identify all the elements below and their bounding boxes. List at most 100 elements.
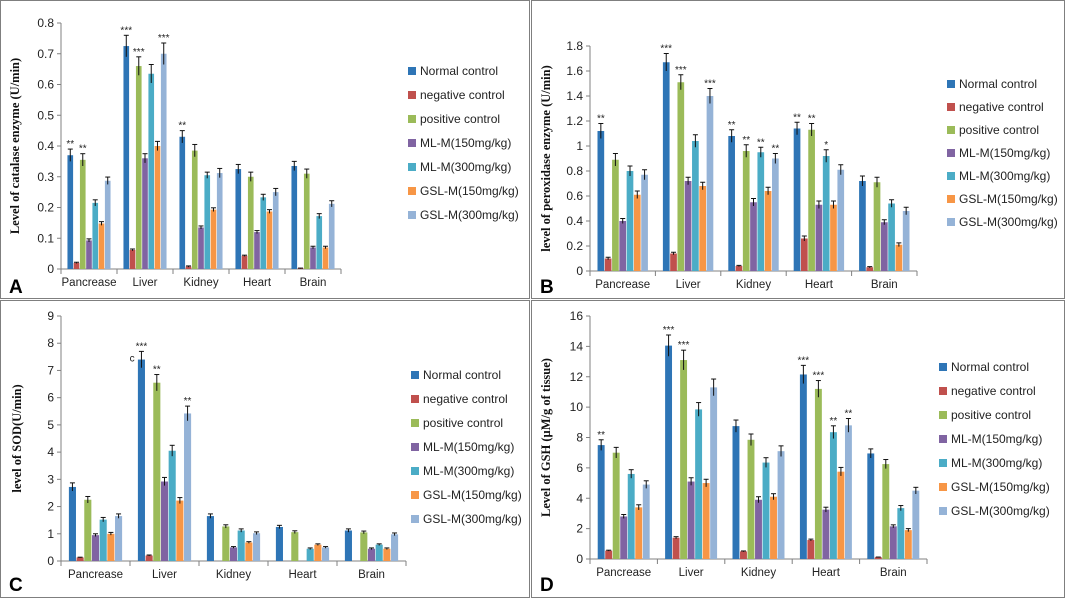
bar-d-2-1 xyxy=(740,551,747,559)
bar-c-4-5 xyxy=(383,548,391,561)
significance-d-1: *** xyxy=(663,325,675,336)
bar-c-3-0 xyxy=(275,526,283,561)
significance-d-5: ** xyxy=(830,416,838,427)
legend-label-b-3: ML-M(150mg/kg) xyxy=(959,146,1050,160)
legend-swatch-c-2 xyxy=(411,419,419,427)
legend-swatch-a-3 xyxy=(408,139,416,147)
bar-c-2-6 xyxy=(253,533,261,561)
y-tick-label-b-0: 0 xyxy=(576,264,583,278)
bar-a-0-3 xyxy=(86,240,92,269)
legend-label-d-5: GSL-M(150mg/kg) xyxy=(951,480,1050,494)
chart-a-svg: 0 0.1 0.2 0.3 0.4 0.5 0.6 0.7 0.8 Level of catala… xyxy=(8,16,519,298)
significance-b-8: ** xyxy=(793,112,801,123)
bar-a-2-4 xyxy=(204,175,211,269)
bar-d-3-0 xyxy=(799,374,807,559)
bar-c-1-3 xyxy=(160,481,169,561)
legend-swatch-b-4 xyxy=(947,172,955,180)
legend-label-a-6: GSL-M(300mg/kg) xyxy=(420,208,519,222)
bar-c-0-5 xyxy=(107,533,115,561)
bar-b-1-5 xyxy=(699,186,707,271)
y-tick-label-b-2: 0.4 xyxy=(566,214,583,228)
y-tick-label-a-6: 0.6 xyxy=(37,78,54,92)
bar-b-0-6 xyxy=(641,174,648,271)
legend-swatch-d-5 xyxy=(939,483,947,491)
legend-label-c-5: GSL-M(150mg/kg) xyxy=(423,488,522,502)
bar-d-3-5 xyxy=(837,471,845,559)
bar-c-4-3 xyxy=(367,548,376,561)
category-label-a-4: Brain xyxy=(300,277,327,289)
bar-b-2-1 xyxy=(735,266,743,271)
bar-d-2-0 xyxy=(732,426,740,559)
bar-c-4-0 xyxy=(344,530,352,561)
bar-b-4-3 xyxy=(880,222,888,271)
significance-a-0: ** xyxy=(66,139,74,150)
bar-b-0-1 xyxy=(604,258,612,271)
legend-swatch-d-2 xyxy=(939,411,947,419)
bar-c-0-0 xyxy=(68,486,76,561)
bar-a-3-0 xyxy=(235,169,242,269)
bar-c-3-5 xyxy=(314,544,322,561)
legend-swatch-c-3 xyxy=(411,443,419,451)
bar-a-3-2 xyxy=(247,176,254,269)
legend-swatch-c-5 xyxy=(411,491,419,499)
bar-b-3-4 xyxy=(822,156,830,271)
bar-d-2-2 xyxy=(747,439,755,559)
legend-swatch-d-6 xyxy=(939,507,947,515)
legend-label-a-0: Normal control xyxy=(420,64,498,78)
legend-swatch-a-4 xyxy=(408,163,416,171)
bar-a-4-3 xyxy=(310,247,316,269)
bar-c-4-2 xyxy=(360,532,368,561)
y-tick-label-a-3: 0.3 xyxy=(37,170,54,184)
legend-label-b-1: negative control xyxy=(959,100,1044,114)
legend-label-c-3: ML-M(150mg/kg) xyxy=(423,440,514,454)
bar-d-1-5 xyxy=(702,483,710,559)
legend-label-a-3: ML-M(150mg/kg) xyxy=(420,136,511,150)
bar-d-4-4 xyxy=(897,508,905,559)
legend-label-a-2: positive control xyxy=(420,112,500,126)
bar-b-4-4 xyxy=(888,203,895,271)
legend-label-d-4: ML-M(300mg/kg) xyxy=(951,456,1042,470)
bar-a-2-5 xyxy=(210,209,217,269)
legend-swatch-c-1 xyxy=(411,395,419,403)
bar-c-0-4 xyxy=(99,519,107,561)
legend-swatch-a-5 xyxy=(408,187,416,195)
y-tick-label-a-0: 0 xyxy=(47,262,54,276)
bar-a-2-0 xyxy=(179,136,186,269)
bar-b-4-2 xyxy=(873,182,881,271)
bar-c-2-2 xyxy=(222,526,230,561)
bar-d-0-0 xyxy=(597,445,605,559)
significance-b-10: * xyxy=(824,140,828,151)
significance-a-2: *** xyxy=(120,25,132,36)
bar-a-3-6 xyxy=(272,192,279,269)
significance-b-0: ** xyxy=(597,114,605,125)
significance-d-4: *** xyxy=(813,371,825,382)
significance-b-2: *** xyxy=(675,65,687,76)
bar-a-1-0 xyxy=(123,46,130,269)
y-axis-title-c: level of SOD(U/min) xyxy=(10,384,24,492)
significance-b-6: ** xyxy=(757,137,765,148)
bar-b-3-6 xyxy=(837,169,845,271)
bar-d-2-6 xyxy=(777,451,785,559)
bar-d-3-2 xyxy=(814,388,822,559)
bar-b-1-2 xyxy=(677,82,685,271)
legend-swatch-d-3 xyxy=(939,435,947,443)
bar-c-0-1 xyxy=(76,557,84,561)
y-tick-label-c-3: 3 xyxy=(47,472,54,486)
category-label-b-3: Heart xyxy=(805,279,834,291)
bar-b-2-4 xyxy=(757,152,765,271)
bar-c-0-2 xyxy=(84,499,92,561)
chart-d-svg: 0 2 4 6 8 10 12 14 16 Level of GSH (µM/g of tissu… xyxy=(539,309,1050,596)
bar-c-2-3 xyxy=(229,547,238,561)
category-label-b-0: Pancrease xyxy=(595,279,650,291)
bar-b-1-1 xyxy=(670,253,677,271)
y-tick-label-b-5: 1 xyxy=(576,139,583,153)
bar-b-3-1 xyxy=(800,238,808,271)
bar-a-3-3 xyxy=(254,232,260,269)
y-tick-label-b-4: 0.8 xyxy=(566,164,583,178)
y-tick-label-b-3: 0.6 xyxy=(566,189,583,203)
chart-c-svg: 0 1 2 3 4 5 6 7 8 9 level of SOD(U/min) Pancrease Li… xyxy=(9,309,522,596)
category-label-b-1: Liver xyxy=(676,279,701,291)
y-tick-label-d-6: 12 xyxy=(570,370,584,384)
significance-c-1: ** xyxy=(153,365,161,376)
bar-a-2-2 xyxy=(191,150,198,269)
